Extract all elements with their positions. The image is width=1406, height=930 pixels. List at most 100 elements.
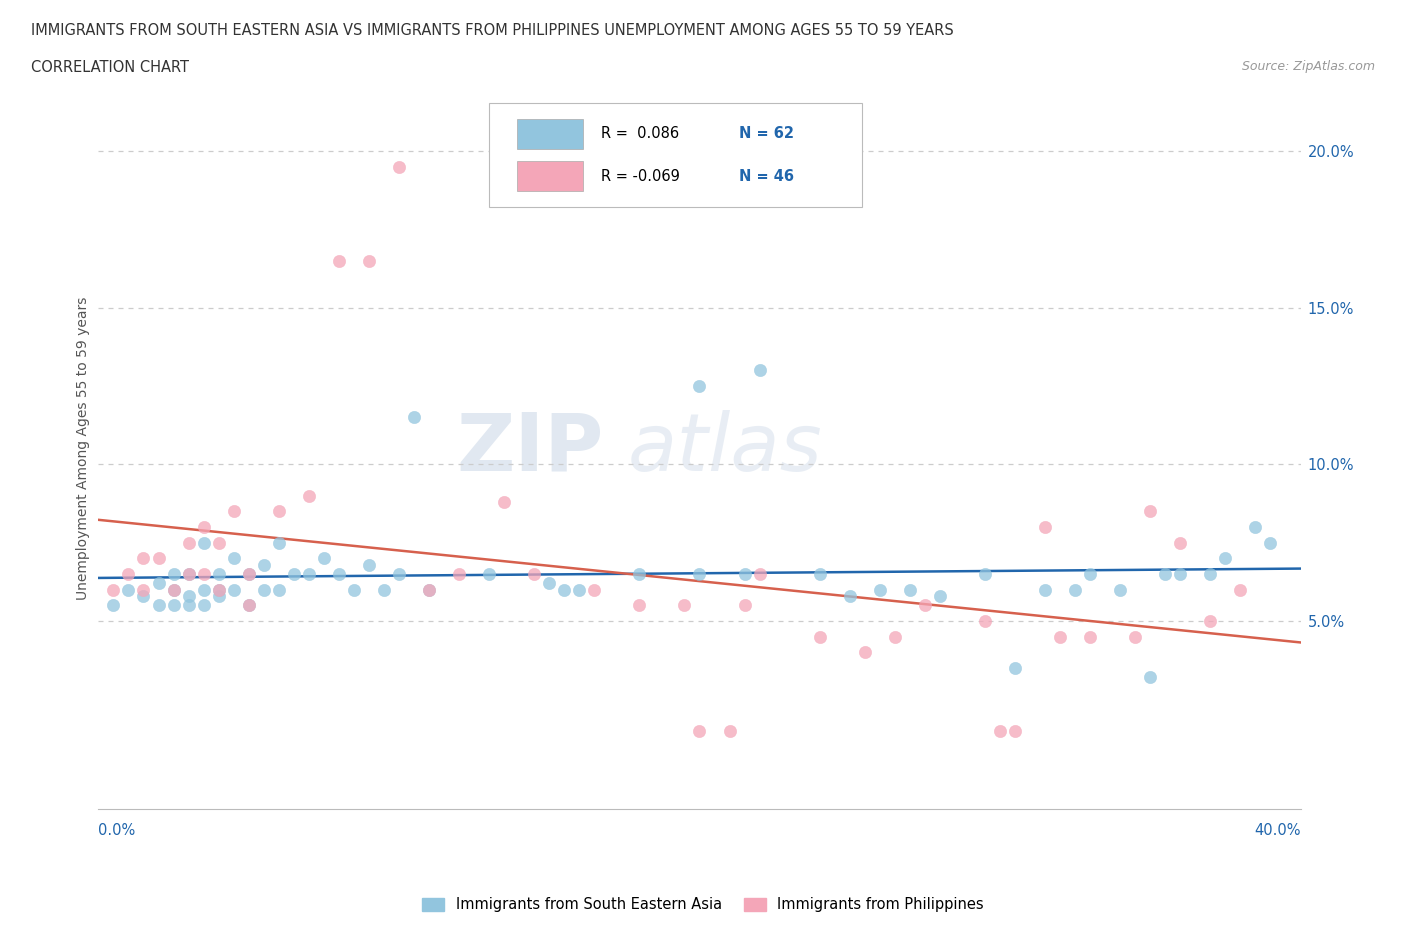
Point (688, 379, 710, 393)
Y-axis label: Unemployment Among Ages 55 to 59 years: Unemployment Among Ages 55 to 59 years (76, 297, 90, 601)
Point (1123, 630, 1146, 644)
Point (838, 589, 860, 604)
Point (988, 724, 1011, 738)
Point (748, 363, 770, 378)
Point (1139, 670, 1161, 684)
Point (388, 566, 411, 581)
Point (402, 410, 425, 425)
Point (148, 551, 170, 565)
Point (193, 566, 215, 581)
Point (568, 582, 591, 597)
Point (1078, 630, 1101, 644)
Point (718, 724, 741, 738)
Point (1154, 566, 1177, 581)
Point (103, 582, 125, 597)
Text: CORRELATION CHART: CORRELATION CHART (31, 60, 188, 75)
Point (1170, 566, 1192, 581)
Point (1199, 566, 1222, 581)
Point (748, 566, 770, 581)
Point (628, 598, 651, 613)
Point (388, 159, 411, 174)
Point (162, 582, 184, 597)
Point (808, 630, 831, 644)
Point (583, 582, 606, 597)
Point (267, 504, 290, 519)
Point (117, 582, 139, 597)
Point (328, 566, 350, 581)
Point (298, 488, 321, 503)
Text: 0.0%: 0.0% (98, 823, 135, 838)
Point (357, 557, 380, 572)
Text: atlas: atlas (627, 410, 823, 487)
Point (283, 566, 305, 581)
Point (1244, 520, 1267, 535)
Point (869, 582, 891, 597)
Point (208, 582, 231, 597)
Point (853, 645, 876, 660)
Point (238, 566, 260, 581)
Point (898, 582, 921, 597)
Text: R =  0.086: R = 0.086 (600, 126, 679, 141)
Point (373, 582, 395, 597)
Point (132, 551, 155, 565)
Point (193, 536, 215, 551)
Point (222, 551, 245, 565)
Point (1033, 582, 1056, 597)
Point (447, 566, 470, 581)
Point (343, 582, 366, 597)
Point (1139, 504, 1161, 519)
Point (177, 598, 200, 613)
Point (267, 536, 290, 551)
Point (222, 582, 245, 597)
Point (1215, 551, 1237, 565)
Point (193, 598, 215, 613)
Point (914, 598, 936, 613)
Point (267, 582, 290, 597)
Point (974, 566, 997, 581)
Point (538, 576, 561, 591)
Point (734, 598, 756, 613)
Point (1049, 630, 1071, 644)
Point (929, 589, 952, 604)
Point (312, 551, 335, 565)
Text: N = 46: N = 46 (740, 168, 794, 184)
Point (883, 630, 905, 644)
Point (628, 566, 651, 581)
Point (1033, 520, 1056, 535)
Text: 40.0%: 40.0% (1254, 823, 1301, 838)
Point (1170, 536, 1192, 551)
Point (553, 582, 575, 597)
Point (193, 582, 215, 597)
Text: R = -0.069: R = -0.069 (600, 168, 679, 184)
Point (478, 566, 501, 581)
Point (298, 566, 321, 581)
Point (162, 566, 184, 581)
Point (253, 582, 276, 597)
Point (1109, 582, 1132, 597)
Point (238, 566, 260, 581)
Point (734, 566, 756, 581)
Point (418, 582, 440, 597)
Point (253, 557, 276, 572)
Point (1004, 724, 1026, 738)
Point (208, 536, 231, 551)
Text: IMMIGRANTS FROM SOUTH EASTERN ASIA VS IMMIGRANTS FROM PHILIPPINES UNEMPLOYMENT A: IMMIGRANTS FROM SOUTH EASTERN ASIA VS IM… (31, 23, 953, 38)
Point (688, 724, 710, 738)
Point (494, 495, 516, 510)
Point (162, 582, 184, 597)
Text: Source: ZipAtlas.com: Source: ZipAtlas.com (1241, 60, 1375, 73)
Point (974, 614, 997, 629)
Point (208, 582, 231, 597)
Point (1004, 660, 1026, 675)
Point (238, 598, 260, 613)
Point (132, 589, 155, 604)
Point (238, 598, 260, 613)
Point (1078, 566, 1101, 581)
Point (103, 598, 125, 613)
Point (193, 520, 215, 535)
Point (1199, 614, 1222, 629)
Point (177, 566, 200, 581)
FancyBboxPatch shape (517, 161, 583, 192)
Point (148, 598, 170, 613)
Point (1260, 536, 1282, 551)
